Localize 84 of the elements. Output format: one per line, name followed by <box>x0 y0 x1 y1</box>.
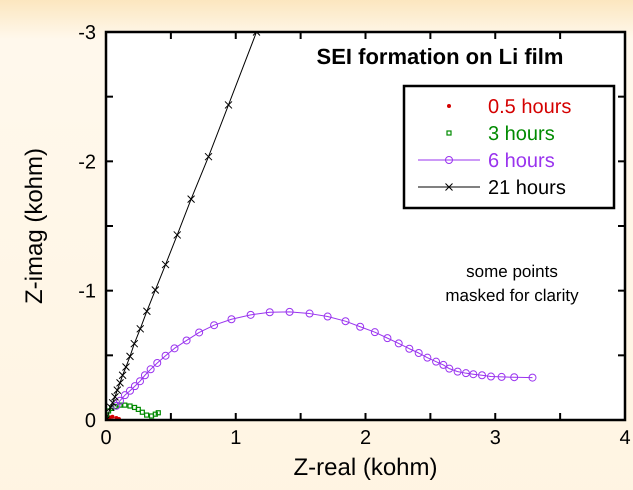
point <box>126 386 134 395</box>
point <box>195 328 204 336</box>
point <box>156 410 161 416</box>
point <box>162 352 170 360</box>
point <box>210 321 218 330</box>
point <box>113 386 122 394</box>
point <box>142 307 151 316</box>
point <box>266 308 274 316</box>
point <box>486 372 495 381</box>
x-tick-label: 2 <box>360 427 372 449</box>
point <box>108 398 117 407</box>
point <box>130 382 139 390</box>
x-tick-label: 4 <box>619 427 631 449</box>
point <box>170 344 179 352</box>
point <box>130 340 138 348</box>
point <box>144 412 150 418</box>
point <box>127 403 133 409</box>
point <box>454 368 462 376</box>
point <box>204 152 213 161</box>
point <box>146 365 155 374</box>
y-tick-label: -2 <box>78 151 96 174</box>
point <box>152 412 158 417</box>
point <box>140 371 149 380</box>
legend-label: 0.5 hours <box>488 96 572 118</box>
point <box>182 336 191 344</box>
point <box>498 372 506 381</box>
legend-label: 6 hours <box>488 150 555 172</box>
point <box>445 364 454 373</box>
point <box>148 413 154 419</box>
point <box>117 402 123 408</box>
point <box>383 334 392 342</box>
point <box>136 377 144 386</box>
point <box>112 402 120 410</box>
point <box>394 339 403 348</box>
y-tick-label: 0 <box>84 410 96 432</box>
x-axis-title: Z-real (kohm) <box>293 454 438 481</box>
point <box>405 344 414 353</box>
point <box>153 358 162 367</box>
point <box>439 360 448 369</box>
point <box>462 369 470 378</box>
point <box>414 349 423 358</box>
point <box>478 371 486 380</box>
point <box>126 352 134 360</box>
point <box>528 374 536 382</box>
text: SEI formation on Li film <box>316 44 564 69</box>
y-axis-title: Z-imag (kohm) <box>21 148 48 304</box>
x-tick-label: 0 <box>100 427 112 449</box>
point <box>469 370 478 378</box>
point <box>132 404 138 410</box>
point <box>370 328 379 336</box>
point <box>324 312 332 321</box>
point <box>306 310 314 318</box>
x-tick-label: 3 <box>490 427 501 449</box>
point <box>356 322 364 331</box>
point <box>116 378 124 387</box>
point <box>423 354 432 362</box>
point <box>432 358 440 366</box>
point <box>110 392 119 401</box>
point <box>187 195 196 204</box>
y-tick-label: -3 <box>78 22 96 44</box>
point <box>510 373 518 382</box>
point <box>110 414 114 419</box>
point <box>342 317 350 326</box>
point <box>136 324 144 333</box>
y-tick-label: -1 <box>78 280 96 303</box>
point <box>136 406 141 412</box>
point <box>122 362 130 371</box>
point <box>118 371 127 380</box>
annotation: some points masked for clarity <box>445 262 580 305</box>
point <box>227 315 236 324</box>
legend-label: 21 hours <box>488 177 566 199</box>
point <box>286 308 294 316</box>
point <box>246 310 255 319</box>
x-tick-label: 1 <box>230 427 242 449</box>
point <box>120 391 129 400</box>
point <box>116 396 124 405</box>
point <box>224 100 232 109</box>
point <box>151 286 160 294</box>
point <box>162 260 170 269</box>
point <box>140 410 145 415</box>
legend-label: 3 hours <box>488 123 555 145</box>
point <box>122 402 128 408</box>
point <box>173 230 182 239</box>
point <box>106 403 115 412</box>
